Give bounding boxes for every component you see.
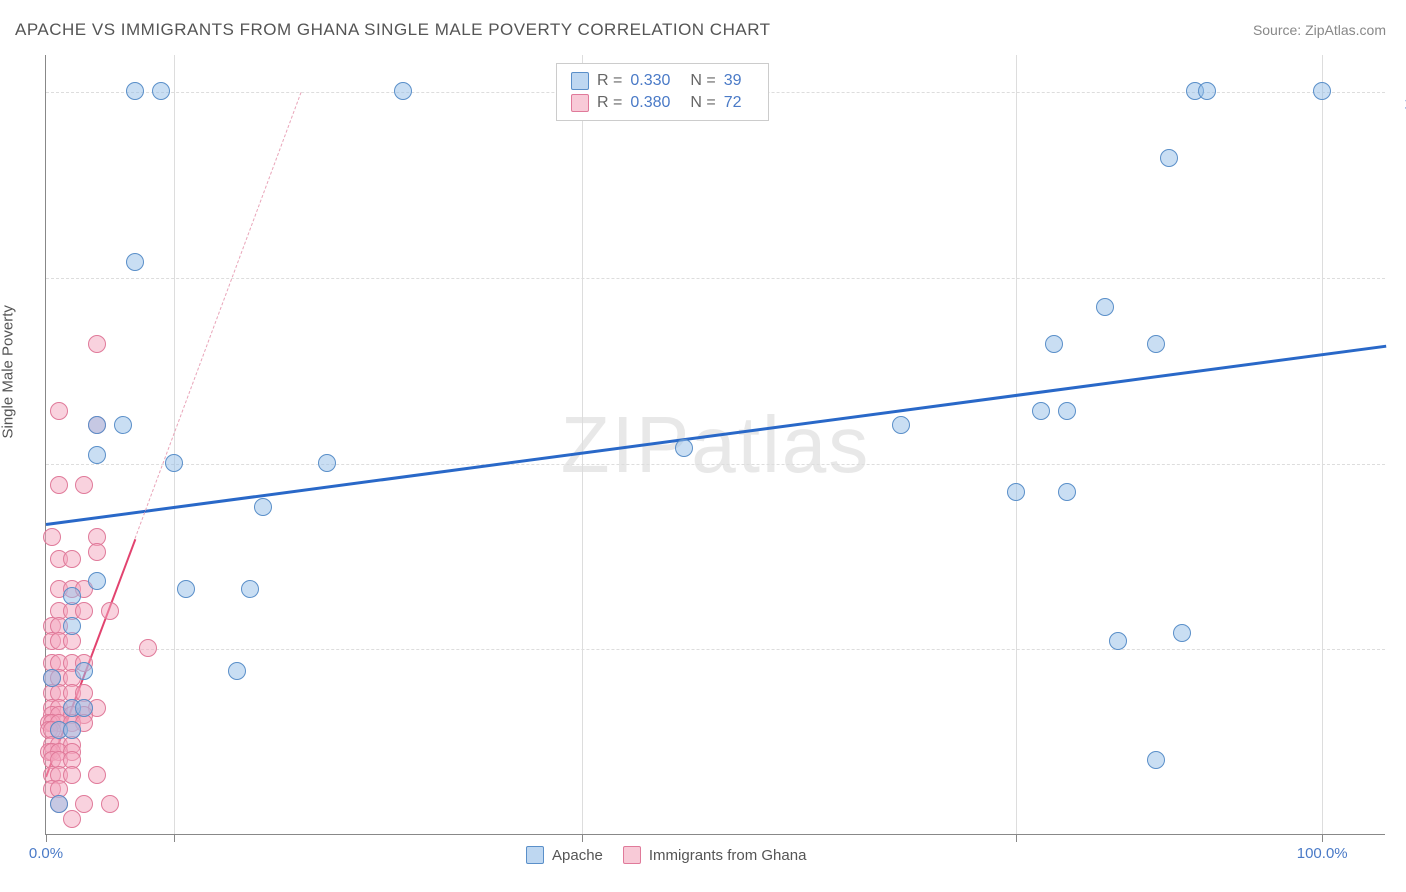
gridline-h <box>46 464 1385 465</box>
data-point <box>675 439 693 457</box>
y-axis-label: Single Male Poverty <box>0 305 17 438</box>
n-value: 72 <box>724 94 742 112</box>
swatch-icon <box>623 846 641 864</box>
data-point <box>50 402 68 420</box>
data-point <box>75 795 93 813</box>
data-point <box>152 82 170 100</box>
data-point <box>75 602 93 620</box>
data-point <box>63 766 81 784</box>
data-point <box>1045 335 1063 353</box>
data-point <box>165 454 183 472</box>
legend-row-apache: R = 0.330 N = 39 <box>571 70 754 92</box>
data-point <box>1058 483 1076 501</box>
data-point <box>101 795 119 813</box>
legend-item-apache: Apache <box>526 846 603 864</box>
data-point <box>101 602 119 620</box>
plot-area: ZIPatlas R = 0.330 N = 39 R = 0.380 N = … <box>45 55 1385 835</box>
data-point <box>63 550 81 568</box>
watermark-text: ZIPatlas <box>561 399 870 491</box>
data-point <box>63 721 81 739</box>
correlation-legend: R = 0.330 N = 39 R = 0.380 N = 72 <box>556 63 769 121</box>
data-point <box>88 416 106 434</box>
data-point <box>75 476 93 494</box>
n-label: N = <box>690 94 715 112</box>
data-point <box>75 699 93 717</box>
data-point <box>88 572 106 590</box>
data-point <box>318 454 336 472</box>
data-point <box>1032 402 1050 420</box>
data-point <box>241 580 259 598</box>
gridline-v <box>1322 55 1323 834</box>
gridline-v <box>582 55 583 834</box>
x-tick <box>582 834 583 842</box>
x-tick <box>174 834 175 842</box>
data-point <box>63 810 81 828</box>
data-point <box>1147 751 1165 769</box>
r-value: 0.380 <box>630 94 670 112</box>
r-label: R = <box>597 94 622 112</box>
n-label: N = <box>690 72 715 90</box>
data-point <box>228 662 246 680</box>
data-point <box>88 766 106 784</box>
n-value: 39 <box>724 72 742 90</box>
trend-line <box>135 92 302 538</box>
data-point <box>1058 402 1076 420</box>
trend-line <box>46 345 1386 526</box>
chart-title: APACHE VS IMMIGRANTS FROM GHANA SINGLE M… <box>15 20 771 40</box>
gridline-v <box>1016 55 1017 834</box>
x-tick <box>1322 834 1323 842</box>
data-point <box>139 639 157 657</box>
data-point <box>63 617 81 635</box>
data-point <box>177 580 195 598</box>
data-point <box>1313 82 1331 100</box>
legend-row-ghana: R = 0.380 N = 72 <box>571 92 754 114</box>
r-label: R = <box>597 72 622 90</box>
data-point <box>1147 335 1165 353</box>
data-point <box>1007 483 1025 501</box>
x-tick <box>1016 834 1017 842</box>
x-tick-label: 100.0% <box>1297 845 1348 862</box>
data-point <box>50 476 68 494</box>
data-point <box>126 253 144 271</box>
data-point <box>114 416 132 434</box>
series-legend: Apache Immigrants from Ghana <box>526 846 806 864</box>
data-point <box>1096 298 1114 316</box>
data-point <box>50 795 68 813</box>
data-point <box>254 498 272 516</box>
r-value: 0.330 <box>630 72 670 90</box>
x-tick-label: 0.0% <box>29 845 63 862</box>
data-point <box>1109 632 1127 650</box>
x-tick <box>46 834 47 842</box>
chart-container: APACHE VS IMMIGRANTS FROM GHANA SINGLE M… <box>0 0 1406 892</box>
data-point <box>43 528 61 546</box>
data-point <box>75 662 93 680</box>
swatch-icon <box>571 72 589 90</box>
gridline-h <box>46 278 1385 279</box>
data-point <box>1198 82 1216 100</box>
source-label: Source: ZipAtlas.com <box>1253 22 1386 38</box>
swatch-icon <box>571 94 589 112</box>
data-point <box>88 543 106 561</box>
data-point <box>126 82 144 100</box>
data-point <box>63 587 81 605</box>
data-point <box>1160 149 1178 167</box>
data-point <box>394 82 412 100</box>
swatch-icon <box>526 846 544 864</box>
legend-label: Apache <box>552 847 603 864</box>
gridline-h <box>46 649 1385 650</box>
legend-item-ghana: Immigrants from Ghana <box>623 846 807 864</box>
gridline-v <box>174 55 175 834</box>
data-point <box>43 669 61 687</box>
data-point <box>1173 624 1191 642</box>
data-point <box>88 335 106 353</box>
data-point <box>88 446 106 464</box>
legend-label: Immigrants from Ghana <box>649 847 807 864</box>
data-point <box>892 416 910 434</box>
